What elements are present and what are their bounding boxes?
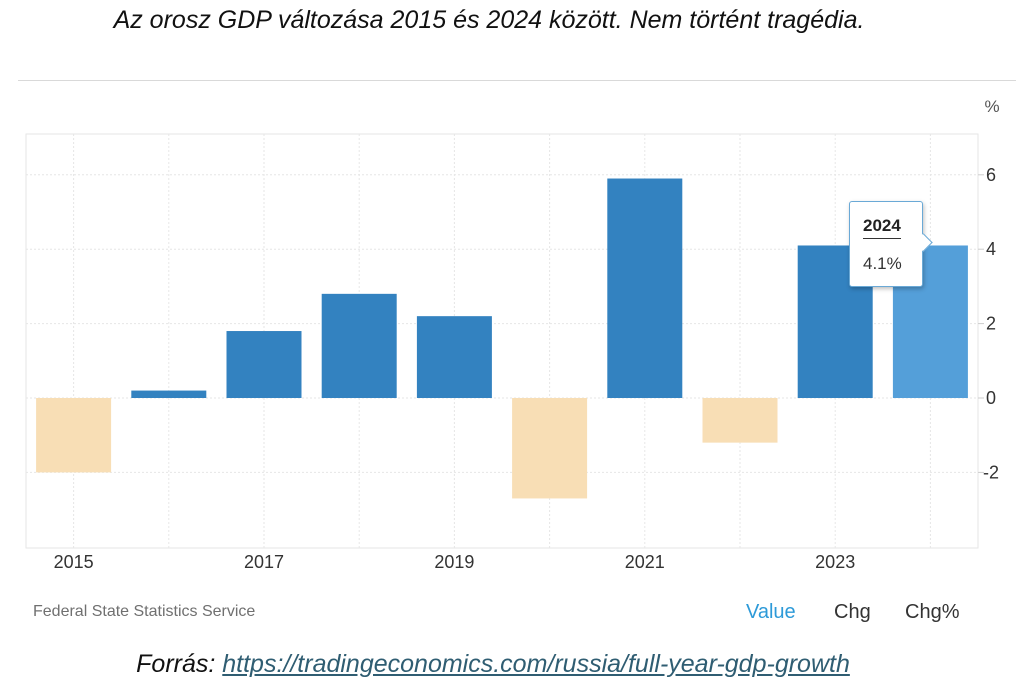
- bar-2020[interactable]: [512, 398, 588, 499]
- bar-2021[interactable]: [607, 178, 683, 398]
- y-tick-label: 4: [986, 239, 996, 259]
- tab-chg-percent[interactable]: Chg%: [905, 601, 960, 623]
- y-axis-ticks: -2 0 2 4 6: [978, 165, 999, 482]
- x-tick-label: 2023: [815, 552, 855, 572]
- bar-2017[interactable]: [226, 331, 302, 398]
- source-caption: Forrás: https://tradingeconomics.com/rus…: [0, 650, 1006, 679]
- y-tick-label: 2: [986, 314, 996, 334]
- chart-caption: Az orosz GDP változása 2015 és 2024 közö…: [113, 6, 865, 34]
- y-tick-label: -2: [983, 462, 999, 482]
- data-source-label: Federal State Statistics Service: [33, 603, 256, 620]
- bars: [36, 178, 968, 499]
- source-prefix: Forrás:: [136, 650, 223, 678]
- y-tick-label: 0: [986, 388, 996, 408]
- tab-chg[interactable]: Chg: [834, 601, 871, 623]
- bar-2016[interactable]: [131, 390, 207, 398]
- y-axis-unit: %: [984, 97, 999, 116]
- x-tick-label: 2017: [244, 552, 284, 572]
- tab-value[interactable]: Value: [746, 601, 796, 623]
- bar-2015[interactable]: [36, 398, 112, 473]
- bar-2022[interactable]: [702, 398, 778, 443]
- x-tick-label: 2015: [54, 552, 94, 572]
- x-tick-label: 2019: [434, 552, 474, 572]
- bar-2018[interactable]: [321, 293, 397, 398]
- gdp-bar-chart: -2 0 2 4 6 2015 2017 2019 2021 2023 %: [25, 97, 1000, 572]
- bar-2019[interactable]: [416, 316, 492, 398]
- tooltip-2024: 2024 4.1%: [849, 201, 933, 287]
- tooltip-year: 2024: [863, 216, 901, 239]
- plot-frame: [25, 133, 979, 549]
- gridlines: [25, 133, 979, 549]
- source-link[interactable]: https://tradingeconomics.com/russia/full…: [222, 650, 850, 678]
- tooltip-value: 4.1%: [863, 254, 902, 273]
- top-divider: [18, 80, 1016, 81]
- y-tick-label: 6: [986, 165, 996, 185]
- x-tick-label: 2021: [625, 552, 665, 572]
- x-axis-ticks: 2015 2017 2019 2021 2023: [54, 552, 856, 572]
